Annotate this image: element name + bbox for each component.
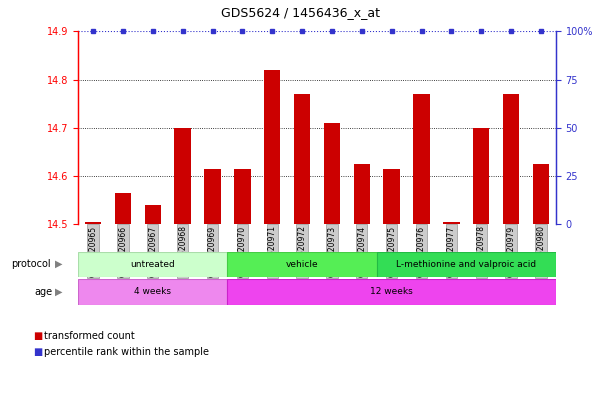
Bar	[473, 128, 489, 224]
Bar	[413, 94, 430, 224]
Bar	[78, 252, 227, 277]
Text: L-methionine and valproic acid: L-methionine and valproic acid	[396, 260, 537, 269]
Bar	[532, 164, 549, 224]
Bar	[264, 70, 281, 224]
Text: ■: ■	[33, 347, 42, 357]
Bar	[324, 123, 340, 224]
Bar	[294, 94, 310, 224]
Bar	[353, 164, 370, 224]
Text: transformed count: transformed count	[44, 331, 135, 341]
Text: GDS5624 / 1456436_x_at: GDS5624 / 1456436_x_at	[221, 6, 380, 19]
Bar	[145, 205, 161, 224]
Bar	[443, 222, 460, 224]
Bar	[174, 128, 191, 224]
Text: 4 weeks: 4 weeks	[134, 287, 171, 296]
Text: 12 weeks: 12 weeks	[370, 287, 413, 296]
Bar	[503, 94, 519, 224]
Text: age: age	[35, 286, 53, 297]
Bar	[383, 169, 400, 224]
Text: ■: ■	[33, 331, 42, 341]
Bar	[227, 252, 377, 277]
Text: ▶: ▶	[55, 286, 63, 297]
Text: percentile rank within the sample: percentile rank within the sample	[44, 347, 209, 357]
Bar	[204, 169, 221, 224]
Bar	[78, 279, 227, 305]
Text: protocol: protocol	[11, 259, 51, 269]
Bar	[377, 252, 556, 277]
Bar	[85, 222, 102, 224]
Bar	[115, 193, 131, 224]
Bar	[234, 169, 251, 224]
Bar	[227, 279, 556, 305]
Text: vehicle: vehicle	[286, 260, 319, 269]
Text: untreated: untreated	[130, 260, 175, 269]
Text: ▶: ▶	[55, 259, 63, 269]
